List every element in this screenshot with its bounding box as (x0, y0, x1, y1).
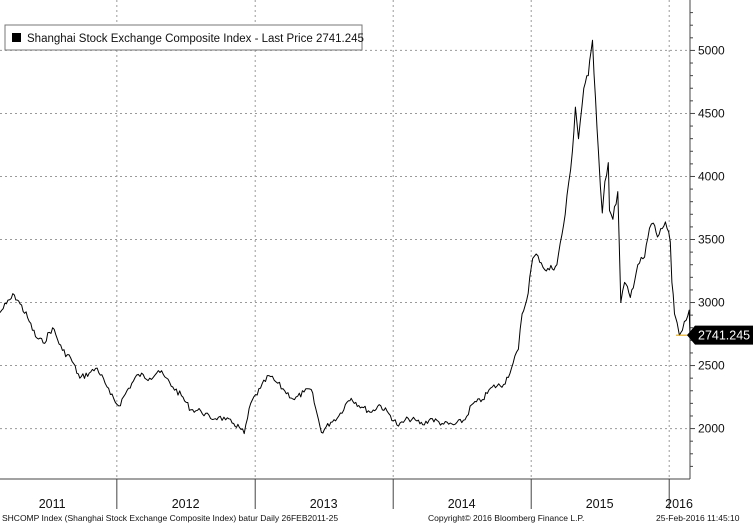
x-year-label: 2011 (39, 497, 66, 511)
y-tick-label: 3500 (698, 233, 725, 247)
series-line-shcomp (0, 39, 691, 435)
x-year-label: 2014 (448, 497, 476, 511)
footer-copyright: Copyright© 2016 Bloomberg Finance L.P. (428, 513, 584, 523)
y-tick-label: 5000 (698, 43, 725, 57)
legend-box (4, 24, 363, 51)
last-price-box (687, 325, 753, 345)
footer-source: SHCOMP Index (Shanghai Stock Exchange Co… (2, 513, 338, 523)
y-tick-label: 3000 (698, 296, 725, 310)
last-price-badge: 2741.245 (687, 325, 753, 345)
legend-text: Shanghai Stock Exchange Composite Index … (27, 33, 364, 45)
x-year-label: 2016 (665, 497, 693, 511)
footer-timestamp: 25-Feb-2016 11:45:10 (656, 513, 740, 523)
footer: SHCOMP Index (Shanghai Stock Exchange Co… (2, 513, 740, 523)
y-tick-label: 4000 (698, 169, 725, 183)
y-tick-label: 2500 (698, 359, 725, 373)
x-year-label: 2015 (586, 497, 614, 511)
last-price-label: 2741.245 (698, 329, 750, 343)
x-year-label: 2012 (172, 497, 200, 511)
x-year-label: 2013 (310, 497, 338, 511)
y-axis-ticks: 2000 2500 3000 3500 4000 4500 5000 (690, 12, 725, 467)
legend: Shanghai Stock Exchange Composite Index … (4, 24, 364, 51)
legend-swatch (12, 33, 21, 42)
y-tick-label: 4500 (698, 106, 725, 120)
y-tick-label: 2000 (698, 422, 725, 436)
x-axis-year-labels: 2011 2012 2013 2014 2015 2016 (39, 497, 693, 511)
